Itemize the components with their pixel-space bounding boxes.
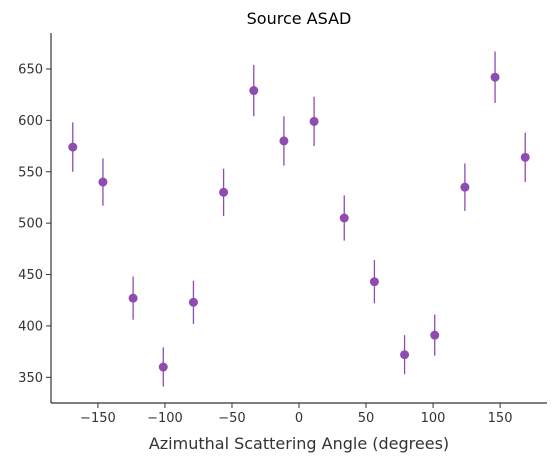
y-tick-label: 550 [18, 165, 43, 180]
y-tick-label: 400 [18, 319, 43, 334]
x-axis-label: Azimuthal Scattering Angle (degrees) [149, 434, 449, 453]
x-tick-label: 150 [488, 411, 513, 426]
data-point [98, 177, 108, 187]
data-point [68, 142, 78, 152]
data-point [339, 213, 349, 223]
x-tick-label: −50 [218, 411, 245, 426]
data-point [279, 136, 289, 146]
x-axis-ticks: −150 −100 −50 0 50 100 150 [80, 403, 512, 426]
data-point [249, 86, 259, 96]
chart-title: Source ASAD [247, 9, 352, 28]
data-point [369, 277, 379, 287]
x-tick-label: 100 [421, 411, 446, 426]
data-point [430, 330, 440, 340]
plot-area [68, 51, 530, 387]
y-tick-label: 450 [18, 268, 43, 283]
data-point [460, 182, 470, 192]
y-tick-label: 600 [18, 114, 43, 129]
y-tick-label: 350 [18, 371, 43, 386]
x-tick-label: 0 [295, 411, 303, 426]
y-tick-label: 650 [18, 62, 43, 77]
data-point [158, 362, 168, 372]
x-tick-label: 50 [358, 411, 375, 426]
y-tick-label: 500 [18, 217, 43, 232]
x-tick-label: −150 [80, 411, 116, 426]
data-point [490, 72, 500, 82]
y-axis-ticks: 350 400 450 500 550 600 650 [18, 62, 51, 386]
data-point [309, 116, 319, 126]
data-point [188, 297, 198, 307]
data-point [520, 152, 530, 162]
x-tick-label: −100 [147, 411, 183, 426]
data-point [128, 293, 138, 303]
data-point [400, 350, 410, 360]
data-point [219, 187, 229, 197]
